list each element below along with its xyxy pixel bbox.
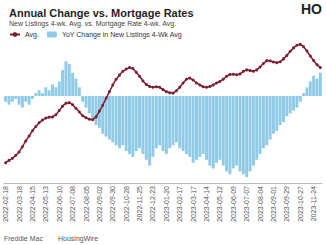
svg-text:2022-08-05: 2022-08-05 [83, 186, 90, 222]
svg-text:Avg.: Avg. [25, 31, 39, 39]
svg-text:2023-06-09: 2023-06-09 [230, 186, 237, 222]
svg-text:YoY Change in New Listings 4-W: YoY Change in New Listings 4-Wk Avg [62, 31, 182, 39]
svg-text:Annual Change vs. Mortgage Rat: Annual Change vs. Mortgage Rates [9, 7, 194, 19]
svg-text:2022-10-28: 2022-10-28 [123, 186, 130, 222]
svg-text:New Listings 4-wk. Avg. vs. Mo: New Listings 4-wk. Avg. vs. Mortgage Rat… [9, 20, 176, 28]
svg-text:2023-01-20: 2023-01-20 [163, 186, 170, 222]
svg-text:2023-10-27: 2023-10-27 [297, 186, 304, 222]
svg-text:Freddie Mac: Freddie Mac [4, 235, 43, 242]
svg-text:2022-09-30: 2022-09-30 [109, 186, 116, 222]
svg-text:2022-04-15: 2022-04-15 [29, 186, 36, 222]
svg-text:2022-05-13: 2022-05-13 [42, 186, 49, 222]
svg-text:2022-06-10: 2022-06-10 [56, 186, 63, 222]
svg-text:2023-07-07: 2023-07-07 [243, 186, 250, 222]
svg-text:2023-04-14: 2023-04-14 [203, 186, 210, 222]
svg-text:2023-11-24: 2023-11-24 [310, 186, 317, 221]
svg-text:2023-08-04: 2023-08-04 [257, 186, 264, 222]
svg-text:2022-07-08: 2022-07-08 [69, 186, 76, 222]
svg-text:2023-09-29: 2023-09-29 [283, 186, 290, 222]
svg-text:2023-09-01: 2023-09-01 [270, 186, 277, 222]
svg-text:HousingWire: HousingWire [58, 235, 98, 243]
svg-text:2022-02-18: 2022-02-18 [2, 186, 9, 222]
svg-text:2023-02-17: 2023-02-17 [176, 186, 183, 222]
svg-text:2023-05-12: 2023-05-12 [216, 186, 223, 222]
svg-text:2022-12-23: 2022-12-23 [149, 186, 156, 222]
svg-text:HO: HO [301, 1, 322, 17]
svg-text:2022-03-18: 2022-03-18 [16, 186, 23, 222]
svg-text:2023-03-17: 2023-03-17 [190, 186, 197, 222]
svg-text:2022-09-02: 2022-09-02 [96, 186, 103, 222]
svg-text:2022-11-25: 2022-11-25 [136, 186, 143, 221]
